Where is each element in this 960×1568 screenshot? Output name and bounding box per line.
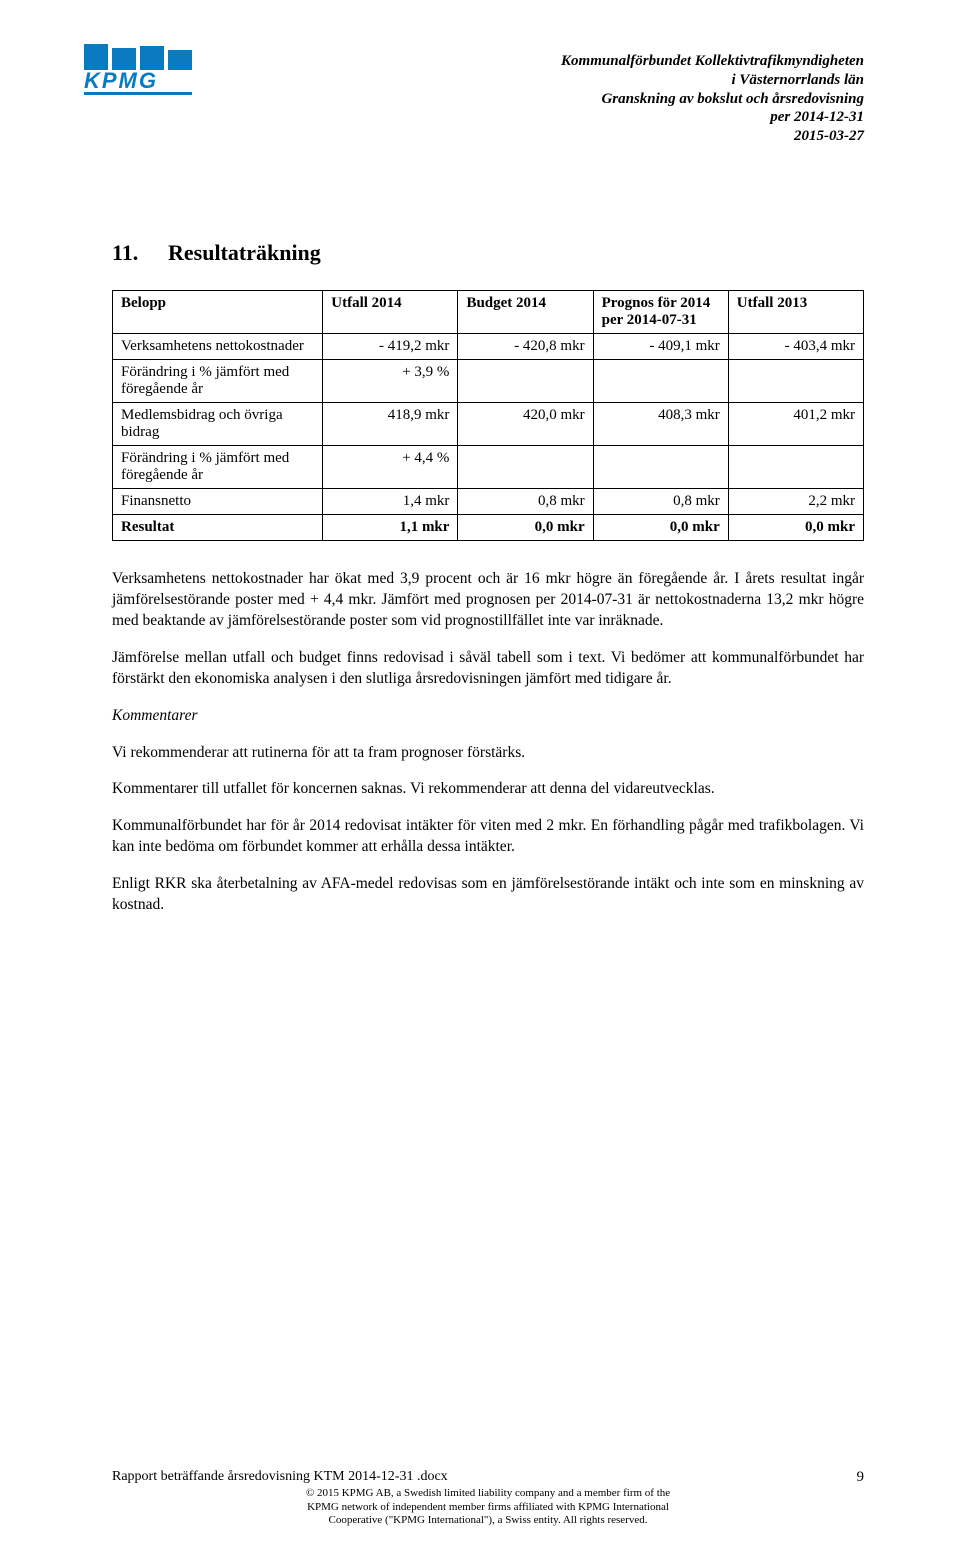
section-heading: 11.Resultaträkning [112,240,864,266]
cell: 420,0 mkr [458,403,593,446]
header-org-line1: Kommunalförbundet Kollektivtrafikmyndigh… [561,52,864,71]
row-label: Resultat [113,515,323,541]
section-title: Resultaträkning [168,240,321,265]
cell: 0,8 mkr [593,489,728,515]
table-header-row: Belopp Utfall 2014 Budget 2014 Prognos f… [113,291,864,334]
results-table: Belopp Utfall 2014 Budget 2014 Prognos f… [112,290,864,541]
page-number: 9 [857,1469,865,1486]
col-header: Budget 2014 [458,291,593,334]
paragraph: Enligt RKR ska återbetalning av AFA-mede… [112,874,864,916]
footer-legal: © 2015 KPMG AB, a Swedish limited liabil… [112,1487,864,1528]
paragraph: Vi rekommenderar att rutinerna för att t… [112,743,864,764]
section-number: 11. [112,240,168,266]
table-row: Verksamhetens nettokostnader - 419,2 mkr… [113,334,864,360]
cell [728,360,863,403]
svg-text:KPMG: KPMG [84,68,158,93]
paragraph: Kommentarer till utfallet för koncernen … [112,779,864,800]
cell [458,446,593,489]
cell [458,360,593,403]
row-label: Verksamhetens nettokostnader [113,334,323,360]
footer-legal-line: KPMG network of independent member firms… [112,1501,864,1515]
cell: - 403,4 mkr [728,334,863,360]
table-row: Finansnetto 1,4 mkr 0,8 mkr 0,8 mkr 2,2 … [113,489,864,515]
cell: 1,4 mkr [323,489,458,515]
cell: 1,1 mkr [323,515,458,541]
cell: 0,0 mkr [728,515,863,541]
kpmg-logo-svg: KPMG [84,44,194,98]
paragraph: Jämförelse mellan utfall och budget finn… [112,648,864,690]
cell: 0,0 mkr [458,515,593,541]
row-label: Finansnetto [113,489,323,515]
cell: 0,0 mkr [593,515,728,541]
header-subtitle: Granskning av bokslut och årsredovisning [561,90,864,109]
cell [728,446,863,489]
header-date: 2015-03-27 [561,127,864,146]
cell: 2,2 mkr [728,489,863,515]
page-header: Kommunalförbundet Kollektivtrafikmyndigh… [561,52,864,146]
cell: - 420,8 mkr [458,334,593,360]
content: 11.Resultaträkning Belopp Utfall 2014 Bu… [112,56,864,916]
col-header: Utfall 2014 [323,291,458,334]
footer-report-line: Rapport beträffande årsredovisning KTM 2… [112,1469,864,1485]
cell: - 419,2 mkr [323,334,458,360]
page: KPMG Kommunalförbundet Kollektivtrafikmy… [0,0,960,1568]
table-row: Förändring i % jämfört med föregående år… [113,446,864,489]
cell: + 4,4 % [323,446,458,489]
col-header: Prognos för 2014 per 2014-07-31 [593,291,728,334]
header-period: per 2014-12-31 [561,108,864,127]
footer-legal-line: Cooperative ("KPMG International"), a Sw… [112,1514,864,1528]
row-label: Förändring i % jämfört med föregående år [113,360,323,403]
row-label: Förändring i % jämfört med föregående år [113,446,323,489]
cell: - 409,1 mkr [593,334,728,360]
table-row-result: Resultat 1,1 mkr 0,0 mkr 0,0 mkr 0,0 mkr [113,515,864,541]
header-org-line2: i Västernorrlands län [561,71,864,90]
footer-legal-line: © 2015 KPMG AB, a Swedish limited liabil… [112,1487,864,1501]
comments-heading: Kommentarer [112,706,864,727]
row-label: Medlemsbidrag och övriga bidrag [113,403,323,446]
cell: 0,8 mkr [458,489,593,515]
col-header: Utfall 2013 [728,291,863,334]
page-footer: Rapport beträffande årsredovisning KTM 2… [112,1469,864,1528]
table-row: Medlemsbidrag och övriga bidrag 418,9 mk… [113,403,864,446]
col-header: Belopp [113,291,323,334]
cell: + 3,9 % [323,360,458,403]
paragraph: Kommunalförbundet har för år 2014 redovi… [112,816,864,858]
cell: 408,3 mkr [593,403,728,446]
paragraph: Verksamhetens nettokostnader har ökat me… [112,569,864,632]
table-row: Förändring i % jämfört med föregående år… [113,360,864,403]
kpmg-logo: KPMG [84,44,194,98]
cell [593,360,728,403]
cell: 418,9 mkr [323,403,458,446]
cell [593,446,728,489]
cell: 401,2 mkr [728,403,863,446]
